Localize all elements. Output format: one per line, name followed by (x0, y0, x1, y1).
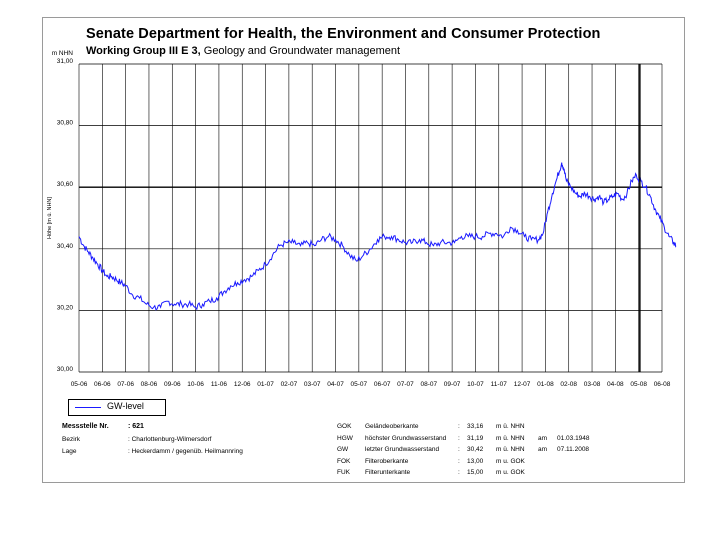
vertical-gridlines (78, 64, 663, 372)
x-tick-label: 08-07 (420, 381, 437, 388)
param-value: 15,00 (467, 469, 484, 476)
subtitle-department: Geology and Groundwater management (200, 45, 401, 57)
param-unit: m ü. NHN (496, 446, 525, 453)
param-value: 13,00 (467, 457, 484, 465)
x-tick-label: 04-08 (607, 381, 624, 388)
x-tick-label: 10-07 (467, 381, 484, 388)
x-tick-label: 06-06 (94, 381, 111, 388)
x-tick-label: 03-07 (304, 381, 321, 388)
param-unit: m u. GOK (496, 457, 525, 465)
legend-label: GW-level (107, 401, 144, 411)
station-value: : 621 (128, 423, 144, 430)
param-code: GOK (337, 423, 352, 430)
x-tick-label: 09-07 (444, 381, 461, 388)
y-tick-label: 30,80 (57, 120, 74, 127)
param-date: 07.11.2008 (557, 446, 590, 453)
param-sep: : (458, 457, 460, 465)
x-tick-label: 07-07 (397, 381, 414, 388)
x-tick-labels: 05-06 06-06 07-06 08-06 09-06 10-06 11-06 12-06… (71, 381, 671, 388)
location-label: Lage (62, 448, 77, 455)
y-tick-labels: 31,00 30,80 30,60 30,40 30,20 30,00 (57, 58, 74, 373)
x-tick-label: 11-06 (211, 381, 228, 388)
param-desc: letzter Grundwasserstand (365, 446, 440, 453)
param-sep: : (458, 434, 460, 442)
x-tick-label: 03-08 (584, 381, 601, 388)
chart-title: Senate Department for Health, the Enviro… (86, 26, 601, 42)
x-tick-label: 04-07 (327, 381, 344, 388)
param-desc: Filterunterkante (365, 469, 411, 476)
y-tick-label: 30,00 (57, 366, 74, 373)
x-tick-label: 06-08 (654, 381, 671, 388)
location-value: : Heckerdamm / gegenüb. Heilmannring (128, 448, 243, 455)
param-code: FUK (337, 469, 350, 476)
station-label: Messstelle Nr. (62, 423, 109, 430)
x-tick-label: 02-08 (560, 381, 577, 388)
x-tick-label: 05-06 (71, 381, 88, 388)
param-desc: Filteroberkante (365, 457, 409, 465)
param-unit: m ü. NHN (496, 434, 525, 442)
x-tick-label: 08-06 (141, 381, 158, 388)
y-tick-label: 31,00 (57, 58, 74, 65)
y-unit-label: m NHN (52, 50, 74, 57)
param-value: 31,19 (467, 434, 484, 442)
x-tick-label: 06-07 (374, 381, 391, 388)
chart-subtitle: Working Group III E 3, Geology and Groun… (86, 45, 400, 57)
param-desc: höchster Grundwasserstand (365, 434, 447, 442)
x-tick-label: 11-07 (491, 381, 508, 388)
param-unit: m ü. NHN (496, 423, 525, 430)
legend-swatch (75, 407, 101, 408)
horizontal-gridlines (79, 63, 662, 373)
param-date: 01.03.1948 (557, 434, 590, 442)
district-label: Bezirk (62, 436, 81, 443)
param-code: FOK (337, 457, 351, 465)
x-tick-label: 02-07 (281, 381, 298, 388)
x-tick-label: 12-06 (234, 381, 251, 388)
param-sep: : (458, 446, 460, 453)
x-tick-label: 01-07 (257, 381, 274, 388)
x-tick-label: 07-06 (117, 381, 134, 388)
param-desc: Geländeoberkante (365, 423, 419, 430)
legend: GW-level (68, 399, 166, 416)
param-date-label: am (538, 434, 548, 442)
x-tick-label: 05-08 (630, 381, 647, 388)
x-tick-label: 10-06 (187, 381, 204, 388)
district-value: : Charlottenburg-Wilmersdorf (128, 436, 212, 443)
x-tick-label: 09-06 (164, 381, 181, 388)
x-tick-label: 01-08 (537, 381, 554, 388)
param-code: HGW (337, 434, 353, 442)
y-axis-label: Höhe [m ü. NHN] (47, 197, 53, 239)
param-code: GW (337, 446, 349, 453)
param-sep: : (458, 469, 460, 476)
param-unit: m u. GOK (496, 469, 525, 476)
param-sep: : (458, 423, 460, 430)
y-tick-label: 30,40 (57, 243, 74, 250)
y-tick-label: 30,60 (57, 181, 74, 188)
y-tick-label: 30,20 (57, 304, 74, 311)
param-value: 30,42 (467, 446, 484, 453)
x-tick-label: 05-07 (351, 381, 368, 388)
subtitle-working-group: Working Group III E 3, (86, 45, 201, 57)
param-value: 33,16 (467, 423, 484, 430)
param-date-label: am (538, 446, 548, 453)
gw-level-series-line (78, 162, 677, 311)
x-tick-label: 12-07 (514, 381, 531, 388)
